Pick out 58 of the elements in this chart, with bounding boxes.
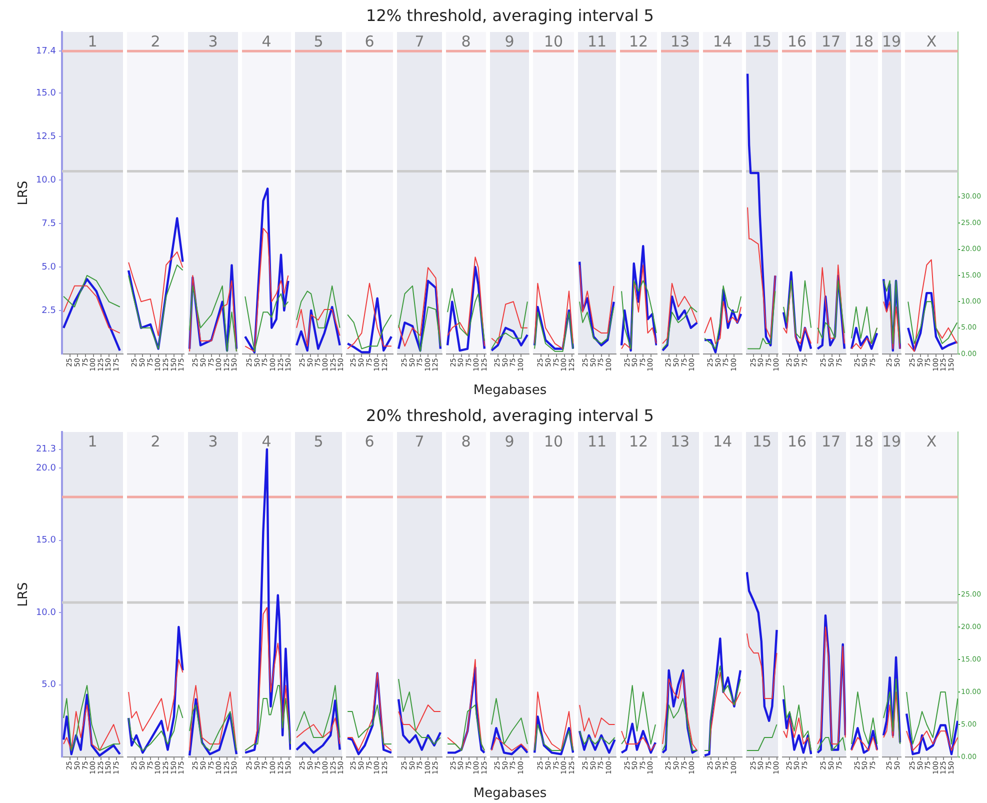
- y-tick-label: 17.4: [36, 46, 56, 56]
- chart-subtitle: 2: [150, 32, 160, 50]
- chart-subtitle: 18: [854, 432, 874, 450]
- y-tick-label: 2.5: [42, 306, 56, 316]
- chart-subtitle: 11: [587, 432, 607, 450]
- chart-subtitle: 18: [854, 32, 874, 50]
- chart-subtitle: 12: [628, 432, 648, 450]
- chart-subtitle: X: [926, 432, 937, 450]
- chart-subtitle: 7: [414, 432, 424, 450]
- chart-subtitle: 19: [882, 432, 902, 450]
- chart-subtitle: 7: [414, 32, 424, 50]
- chart-subtitle: 14: [712, 32, 732, 50]
- chart-subtitle: 16: [787, 32, 807, 50]
- chart-subtitle: 19: [882, 32, 902, 50]
- chart-subtitle: 1: [88, 432, 98, 450]
- chart-subtitle: 6: [364, 432, 374, 450]
- chart-subtitle: 17: [821, 432, 841, 450]
- chart-subtitle: 8: [461, 432, 471, 450]
- chart-subtitle: 8: [461, 32, 471, 50]
- chart-subtitle: X: [926, 32, 937, 50]
- chart-subtitle: 17: [821, 32, 841, 50]
- y-tick-label: 21.3: [36, 444, 56, 455]
- y-tick-label: 5.0: [42, 262, 56, 272]
- y-axis-title: LRS: [16, 180, 32, 206]
- chart-subtitle: 3: [208, 432, 218, 450]
- chart-subtitle: 12: [628, 32, 648, 50]
- chart-title: 20% threshold, averaging interval 5: [365, 406, 655, 425]
- chart-subtitle: 4: [262, 432, 272, 450]
- chart-subtitle: 15: [752, 32, 772, 50]
- y-tick-label: 20.0: [36, 463, 56, 474]
- chart-subtitle: 13: [670, 32, 690, 50]
- chart-subtitle: 4: [262, 32, 272, 50]
- chart-subtitle: 1: [88, 32, 98, 50]
- chart-subtitle: 10: [544, 32, 564, 50]
- chart-subtitle: 9: [504, 432, 514, 450]
- chart-subtitle: 6: [364, 32, 374, 50]
- chart-subtitle: 14: [712, 432, 732, 450]
- y-tick-label: 5.0: [42, 680, 56, 690]
- y-tick-label: 7.5: [42, 218, 56, 229]
- y-tick-label: 10.0: [36, 608, 56, 618]
- y-tick-label: 10.0: [36, 175, 56, 186]
- y-axis-title: LRS: [16, 582, 32, 607]
- chart-subtitle: 5: [314, 432, 324, 450]
- y-tick-label: 15.0: [36, 536, 56, 546]
- chart-subtitle: 10: [544, 432, 564, 450]
- chart-subtitle: 13: [670, 432, 690, 450]
- chart-subtitle: 3: [208, 32, 218, 50]
- y-tick-label: 12.5: [36, 132, 56, 142]
- chart-subtitle: 5: [314, 32, 324, 50]
- chart-subtitle: 16: [787, 432, 807, 450]
- x-axis-title: Megabases: [472, 383, 548, 398]
- y-tick-label: 15.0: [36, 88, 56, 98]
- chart-subtitle: 11: [587, 32, 607, 50]
- x-axis-title: Megabases: [472, 786, 548, 801]
- chart-subtitle: 2: [150, 432, 160, 450]
- chart-subtitle: 9: [504, 32, 514, 50]
- chart-title: 12% threshold, averaging interval 5: [365, 6, 655, 25]
- chart-subtitle: 15: [752, 432, 772, 450]
